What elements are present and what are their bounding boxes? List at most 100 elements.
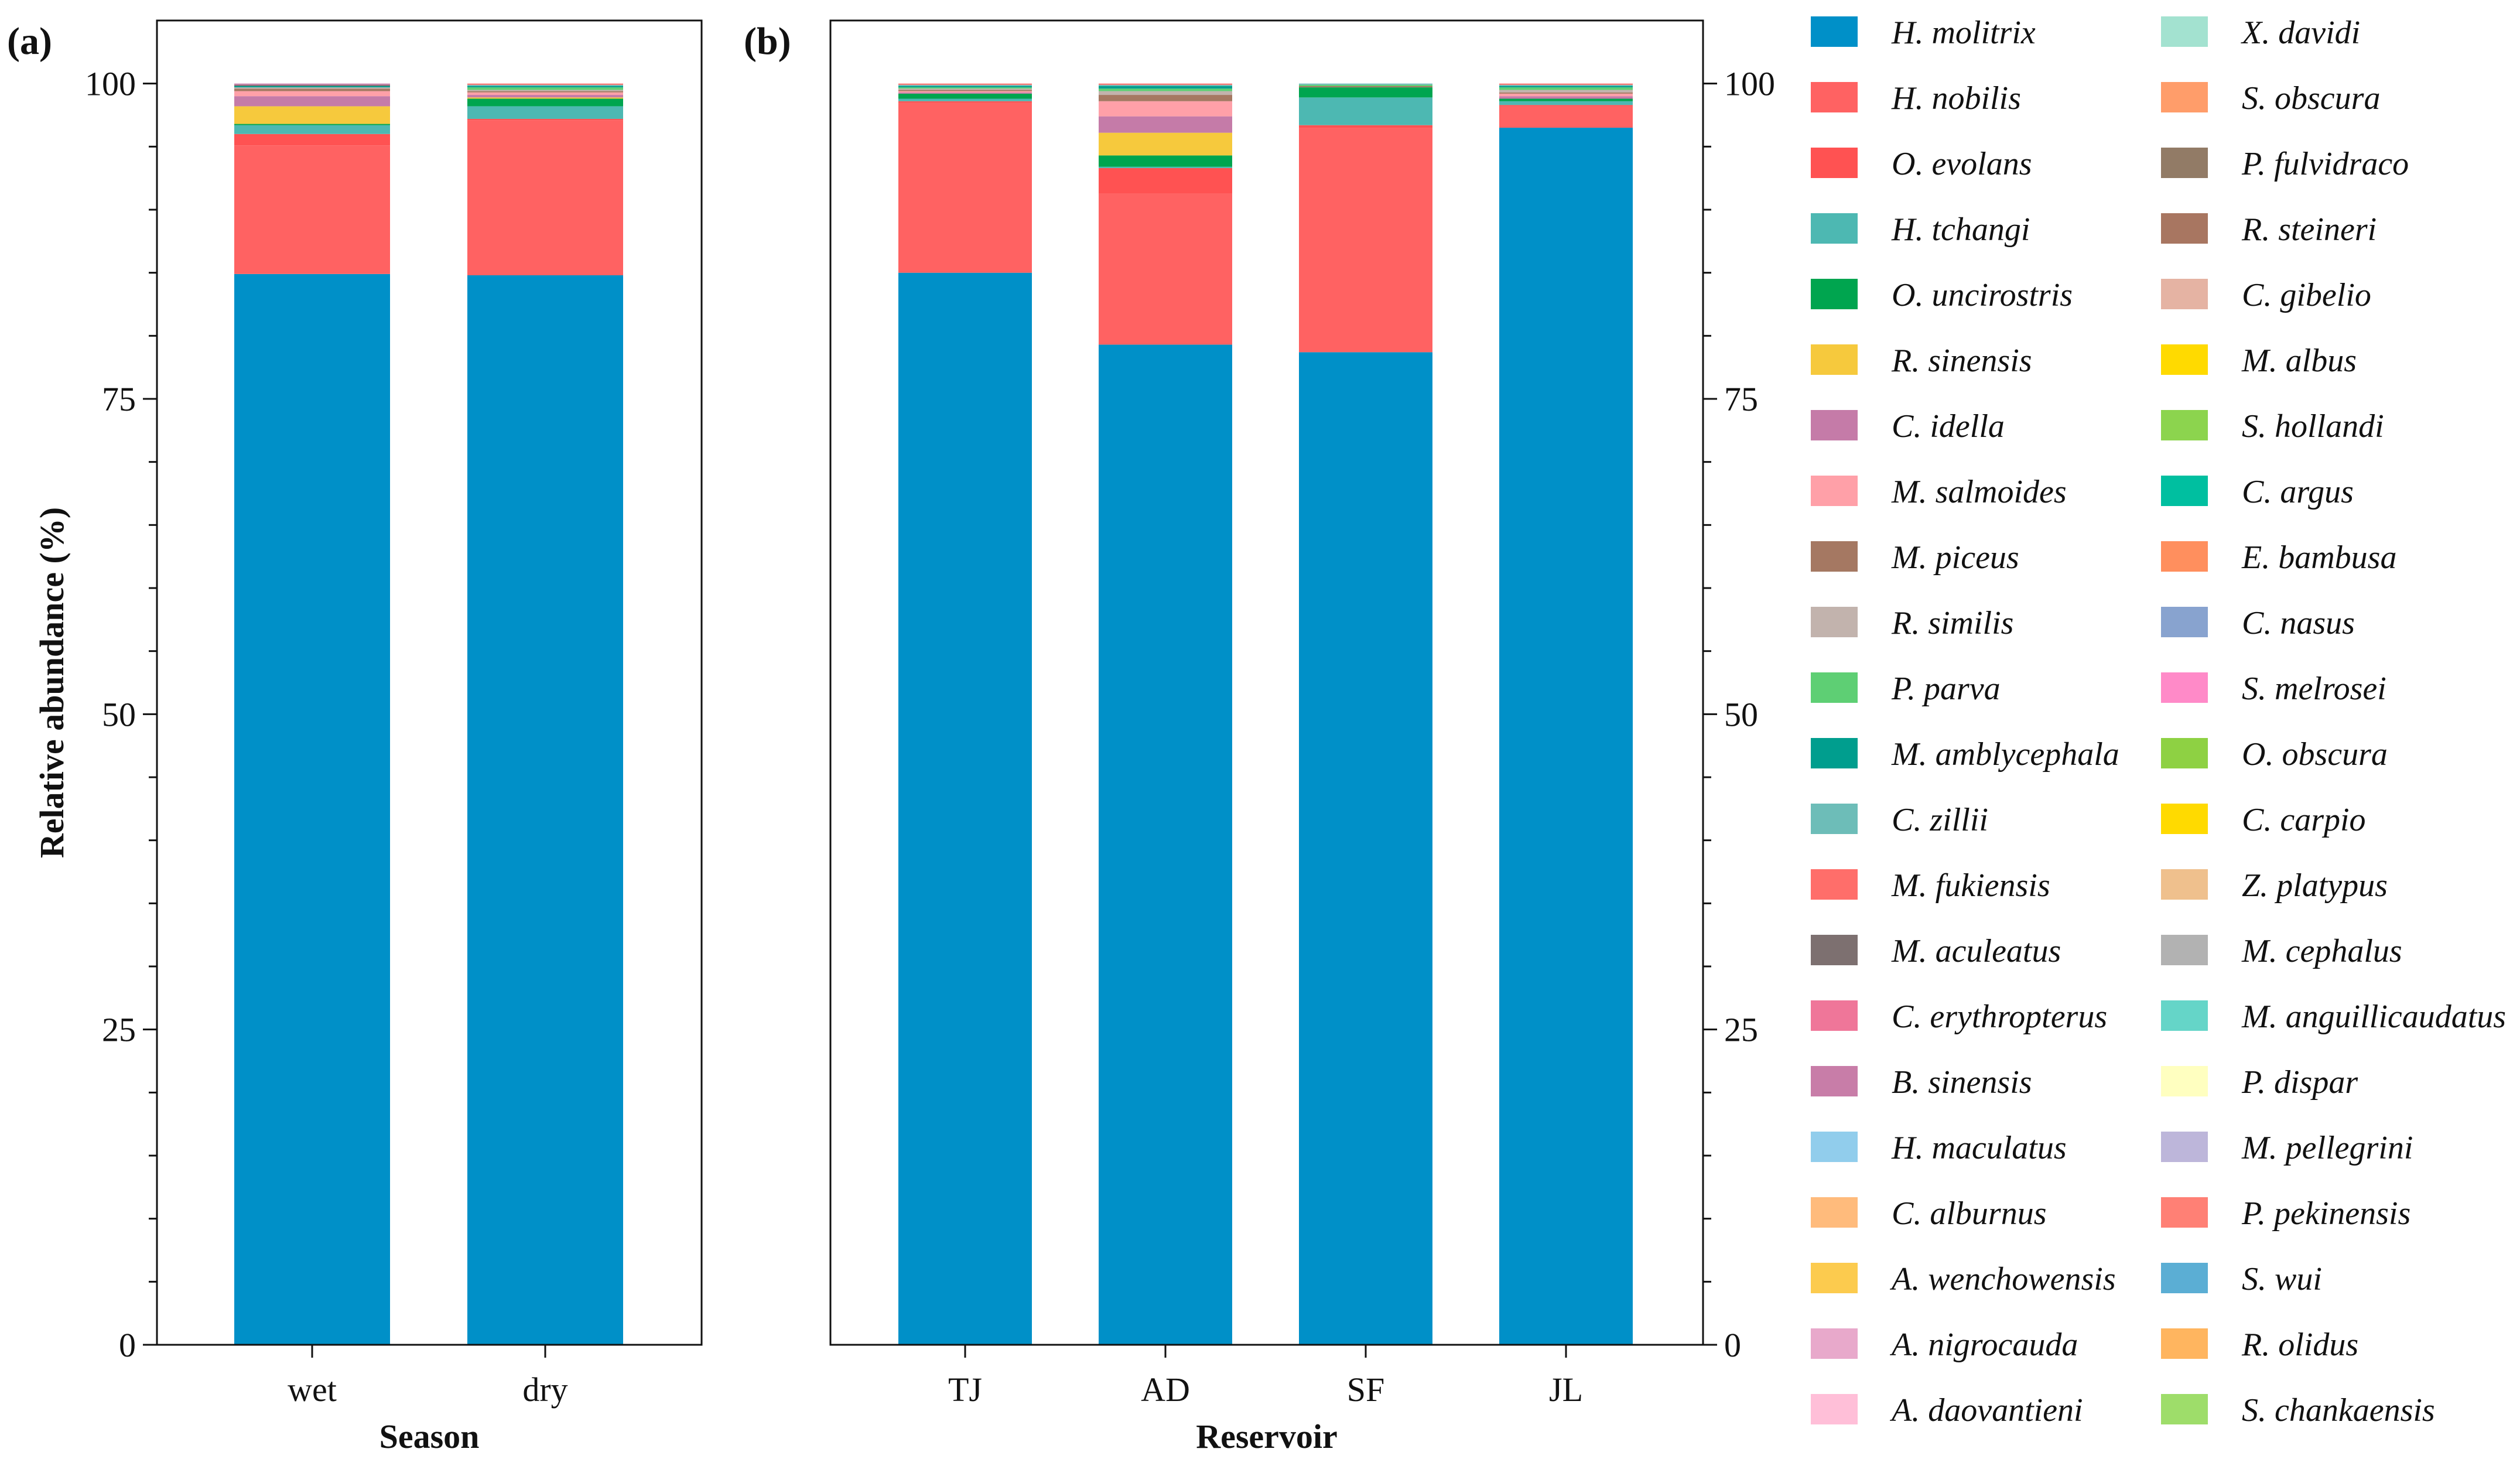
panel-a-bar-wet-r-similis: [234, 87, 390, 89]
panel-a-bar-dry-m-amblycephala: [467, 86, 623, 88]
panel-b-bar-ad-h-nobilis: [1099, 193, 1232, 345]
panel-b-bar-tj-o-evolans: [898, 101, 1032, 102]
legend-label-m-piceus: M. piceus: [1891, 539, 2019, 576]
panel-b-bar-ad-m-salmoides: [1099, 101, 1232, 117]
panel-b-bar-sf-h-molitrix: [1299, 352, 1432, 1345]
legend-swatch-m-cephalus: [2161, 935, 2208, 965]
legend-swatch-c-argus: [2161, 476, 2208, 506]
panel-b-bar-jl-h-tchangi: [1499, 101, 1633, 105]
panel-b-bar-tj-m-amblycephala: [898, 86, 1032, 88]
legend-swatch-c-gibelio: [2161, 279, 2208, 309]
legend-label-o-obscura: O. obscura: [2242, 736, 2388, 773]
panel-b-bar-ad-o-uncirostris: [1099, 155, 1232, 167]
panel-a-bar-wet-m-salmoides: [234, 91, 390, 97]
legend-label-m-aculeatus: M. aculeatus: [1891, 933, 2061, 969]
panel-b-bar-tj-m-salmoides: [898, 91, 1032, 93]
panel-a-bar-wet-c-idella: [234, 96, 390, 107]
legend-label-s-melrosei: S. melrosei: [2242, 671, 2386, 707]
panel-a-y-tick-label: 25: [102, 1011, 136, 1049]
legend-swatch-c-nasus: [2161, 607, 2208, 637]
legend-label-m-salmoides: M. salmoides: [1891, 474, 2067, 510]
panel-a-bar-dry-m-piceus: [467, 91, 623, 93]
legend-swatch-h-maculatus: [1811, 1132, 1858, 1162]
panel-a-y-axis-title: Relative abundance (%): [33, 507, 71, 858]
legend-swatch-s-melrosei: [2161, 672, 2208, 703]
panel-b-bar-tj-c-zillii: [898, 84, 1032, 86]
legend-swatch-s-obscura: [2161, 82, 2208, 112]
panel-b-bar-ad-r-similis: [1099, 91, 1232, 95]
legend-label-r-sinensis: R. sinensis: [1891, 343, 2032, 379]
panel-a-x-tick-label: dry: [522, 1371, 567, 1409]
legend-swatch-m-anguillicaudatus: [2161, 1000, 2208, 1031]
legend-label-m-fukiensis: M. fukiensis: [1891, 867, 2050, 904]
legend-label-c-gibelio: C. gibelio: [2242, 277, 2371, 313]
panel-b-bar-sf-o-evolans: [1299, 125, 1432, 128]
legend-swatch-a-daovantieni: [1811, 1394, 1858, 1424]
panel-b-bar-tj-h-tchangi: [898, 98, 1032, 101]
legend-label-p-dispar: P. dispar: [2241, 1064, 2358, 1101]
legend-swatch-c-idella: [1811, 410, 1858, 440]
legend-swatch-p-parva: [1811, 672, 1858, 703]
legend-label-b-sinensis: B. sinensis: [1892, 1064, 2032, 1101]
panel-a-bar-dry-h-nobilis: [467, 120, 623, 275]
panel-b-bar-jl-m-amblycephala: [1499, 86, 1633, 88]
legend-label-c-alburnus: C. alburnus: [1892, 1195, 2047, 1232]
legend-label-r-olidus: R. olidus: [2241, 1327, 2358, 1363]
panel-a-y-tick-label: 0: [119, 1326, 136, 1364]
panel-a-frame: [156, 19, 703, 1346]
panel-b-bar-tj-c-idella: [898, 92, 1032, 94]
panel-a-x-axis-title: Season: [379, 1417, 480, 1455]
legend-swatch-a-nigrocauda: [1811, 1328, 1858, 1359]
panel-a-bar-wet-m-amblycephala: [234, 86, 390, 88]
legend-swatch-m-amblycephala: [1811, 738, 1858, 768]
panel-b-bar-tj-m-piceus: [898, 90, 1032, 91]
legend-label-o-evolans: O. evolans: [1892, 146, 2032, 182]
legend-label-p-parva: P. parva: [1891, 671, 2001, 707]
legend-swatch-m-aculeatus: [1811, 935, 1858, 965]
panel-b-bar-ad-m-amblycephala: [1099, 86, 1232, 89]
panel-b-x-tick-label: JL: [1549, 1371, 1583, 1409]
panel-b-bar-jl-c-idella: [1499, 96, 1633, 99]
legend-label-z-platypus: Z. platypus: [2242, 867, 2388, 904]
panel-b-bar-tj-h-nobilis: [898, 102, 1032, 273]
legend-label-e-bambusa: E. bambusa: [2241, 539, 2396, 576]
panel-b-bar-jl-m-fukiensis: [1499, 83, 1633, 85]
legend-swatch-s-chankaensis: [2161, 1394, 2208, 1424]
legend-swatch-p-fulvidraco: [2161, 148, 2208, 178]
panel-b-bar-jl-m-piceus: [1499, 92, 1633, 94]
panel-b-bar-jl-r-similis: [1499, 90, 1633, 93]
panel-a-bar-wet-h-nobilis: [234, 145, 390, 274]
legend-label-h-maculatus: H. maculatus: [1891, 1130, 2067, 1166]
legend-swatch-m-fukiensis: [1811, 869, 1858, 900]
panel-b-bar-ad-p-parva: [1099, 88, 1232, 91]
legend-swatch-m-piceus: [1811, 541, 1858, 572]
panel-b-bar-jl-p-parva: [1499, 87, 1633, 90]
panel-b-y-tick-label: 100: [1724, 65, 1775, 103]
panel-b-bar-sf-p-parva: [1299, 84, 1432, 86]
panel-b-bar-jl-m-salmoides: [1499, 93, 1633, 97]
panel-b-bar-tj-p-parva: [898, 87, 1032, 89]
legend-swatch-r-sinensis: [1811, 344, 1858, 375]
panel-a-bar-wet-b-sinensis: [234, 83, 390, 85]
panel-b-bar-ad-c-idella: [1099, 116, 1232, 133]
panel-b-bar-ad-c-zillii: [1099, 84, 1232, 86]
panel-a-bar-wet-r-sinensis: [234, 106, 390, 124]
legend-swatch-b-sinensis: [1811, 1066, 1858, 1096]
panel-b-bar-sf-c-zillii: [1299, 83, 1432, 85]
legend-swatch-r-steineri: [2161, 213, 2208, 244]
panel-b-x-axis-title: Reservoir: [1196, 1417, 1338, 1455]
panel-b-bar-ad-m-fukiensis: [1099, 83, 1232, 85]
panel-b-bar-sf-h-nobilis: [1299, 128, 1432, 353]
legend-swatch-h-tchangi: [1811, 213, 1858, 244]
legend-label-c-erythropterus: C. erythropterus: [1892, 999, 2107, 1035]
panel-b-bar-tj-h-molitrix: [898, 272, 1032, 1345]
panel-b-y-tick-label: 25: [1724, 1011, 1758, 1049]
panel-a-bar-dry-r-sinensis: [467, 97, 623, 99]
panel-a-y-tick-label: 100: [85, 65, 136, 103]
panel-b-bar-sf-m-piceus: [1299, 86, 1432, 88]
legend-swatch-s-wui: [2161, 1263, 2208, 1293]
panel-a-bar-wet-h-tchangi: [234, 125, 390, 134]
panel-a-bar-dry-r-similis: [467, 90, 623, 91]
panel-a-bar-wet-m-piceus: [234, 88, 390, 91]
